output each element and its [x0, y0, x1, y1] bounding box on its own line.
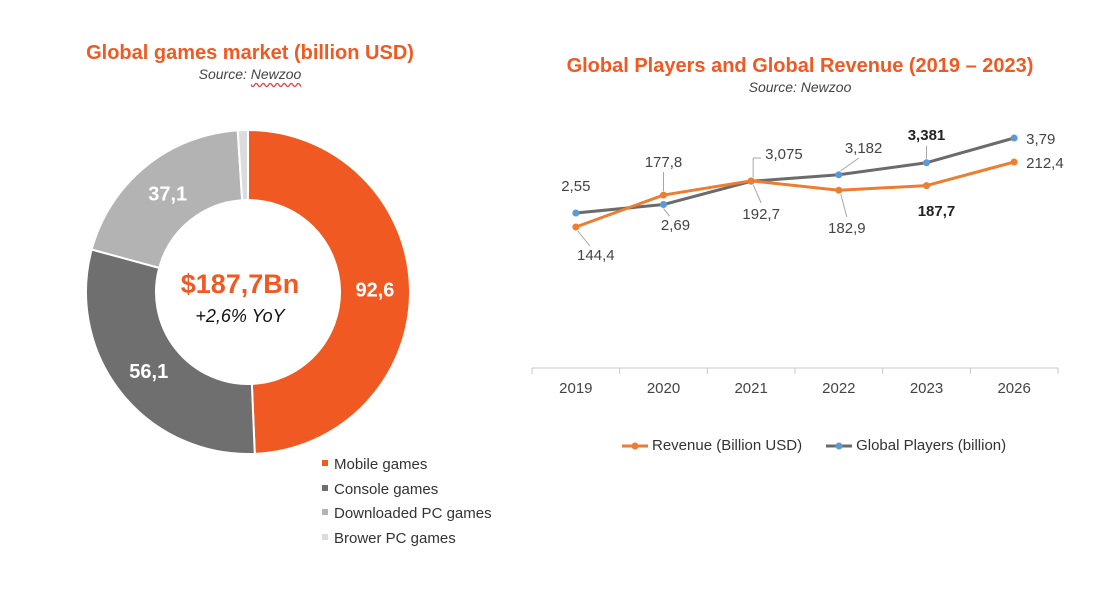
revenue-point: [747, 177, 755, 185]
revenue-data-label: 144,4: [577, 247, 615, 264]
legend-revenue-swatch: [622, 442, 648, 450]
x-tick-label: 2019: [559, 380, 592, 397]
legend-label: Mobile games: [334, 456, 428, 473]
players-point: [572, 209, 580, 217]
legend-swatch: [322, 533, 328, 540]
players-point: [923, 159, 930, 167]
revenue-point: [660, 191, 667, 199]
revenue-data-label: 177,8: [645, 154, 683, 171]
players-data-label: 3,381: [908, 127, 946, 144]
line-chart-source: Source: Newzoo: [748, 79, 852, 95]
line-chart-title: Global Players and Global Revenue (2019 …: [566, 55, 1034, 77]
donut-slice-label: 92,6: [356, 279, 395, 301]
label-leader-line: [840, 157, 860, 172]
donut-legend: Mobile games Console games Downloaded PC g…: [322, 456, 492, 554]
x-tick-label: 2026: [997, 380, 1030, 397]
legend-item: Console games: [322, 481, 492, 506]
label-leader-line: [752, 184, 762, 204]
x-tick-label: 2022: [822, 380, 855, 397]
label-leader-line: [663, 208, 670, 217]
legend-label: Downloaded PC games: [334, 505, 492, 522]
revenue-point: [835, 186, 843, 194]
revenue-point: [572, 223, 580, 231]
line-legend: Revenue (Billion USD) Global Players (bil…: [620, 437, 1028, 454]
players-point: [1010, 134, 1018, 142]
label-leader-line: [840, 194, 848, 218]
players-line: [575, 136, 1015, 215]
legend-item: Downloaded PC games: [322, 505, 492, 530]
revenue-point: [1010, 158, 1018, 166]
revenue-data-label: 182,9: [828, 220, 866, 237]
players-point: [660, 201, 667, 209]
legend-players-swatch: [826, 442, 853, 450]
legend-item: Mobile games: [322, 456, 492, 481]
revenue-point: [923, 182, 930, 190]
revenue-data-label: 187,7: [918, 203, 956, 220]
donut-chart-title: Global games market (billion USD): [86, 42, 414, 64]
players-data-label: 2,55: [561, 178, 590, 195]
players-data-label: 2,69: [661, 217, 690, 234]
donut-slice-brower-pc-games: [236, 128, 249, 202]
donut-slice-label: 56,1: [129, 361, 168, 383]
legend-label: Console games: [334, 480, 439, 498]
legend-revenue: Revenue (Billion USD): [620, 437, 802, 454]
legend-swatch: [322, 460, 328, 466]
x-tick-label: 2020: [647, 380, 680, 397]
legend-players-label: Global Players (billion): [856, 437, 1007, 454]
donut-slice-console-games: [85, 248, 256, 455]
legend-swatch: [322, 484, 328, 491]
donut-source-name: Newzoo: [250, 66, 302, 82]
legend-revenue-label: Revenue (Billion USD): [652, 437, 803, 454]
legend-label: Brower PC games: [334, 529, 456, 547]
players-data-label: 3,79: [1026, 131, 1055, 148]
x-tick-label: 2023: [910, 380, 943, 397]
donut-center-yoy: +2,6% YoY: [195, 306, 286, 326]
players-point: [835, 171, 843, 179]
donut-source-label: Source:: [198, 66, 251, 82]
legend-item: Brower PC games: [322, 530, 492, 555]
legend-players: Global Players (billion): [824, 437, 1006, 454]
revenue-data-label: 192,7: [742, 206, 780, 223]
label-leader-line: [577, 230, 591, 247]
donut-slice-mobile-games: [247, 128, 411, 455]
x-tick-label: 2021: [734, 380, 767, 397]
revenue-data-label: 212,4: [1026, 155, 1064, 172]
donut-chart-source: Source: Newzoo: [0, 66, 500, 82]
legend-swatch: [322, 509, 328, 515]
donut-center-total: $187,7Bn: [181, 269, 300, 299]
players-data-label: 3,182: [845, 140, 883, 157]
donut-slice-label: 37,1: [148, 184, 187, 206]
revenue-line: [575, 160, 1015, 229]
players-data-label: 3,075: [765, 146, 803, 163]
